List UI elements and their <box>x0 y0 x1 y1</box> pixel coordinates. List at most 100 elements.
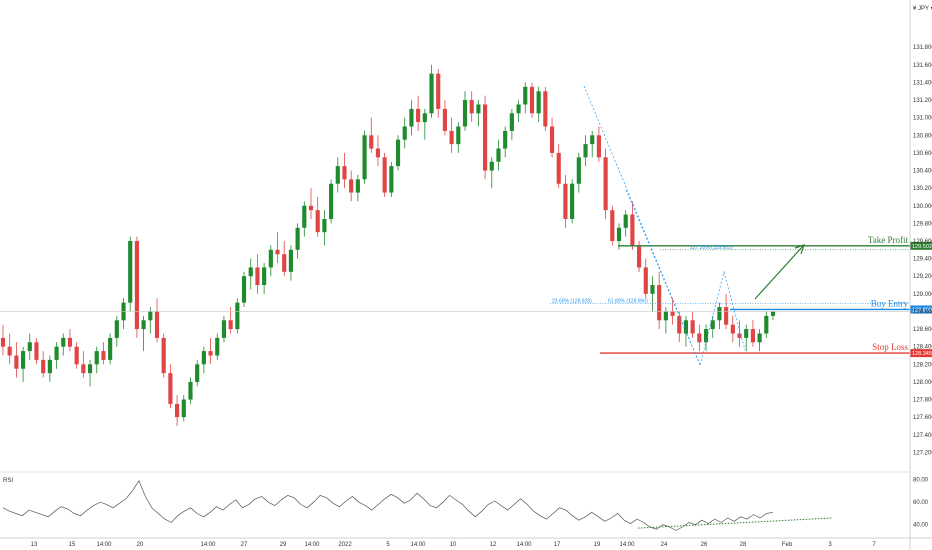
rsi-tick-label: 40.00 <box>913 523 929 529</box>
time-tick-label: 5 <box>386 542 390 548</box>
price-tick-label: 131.000 <box>913 116 932 122</box>
candle-body <box>47 359 52 374</box>
candle-body <box>416 108 421 123</box>
buy-entry-badge-text: 128.809 <box>912 307 932 313</box>
time-tick-label: 13 <box>31 542 38 548</box>
candle-body <box>596 135 601 158</box>
candle-body <box>67 337 73 347</box>
candle-body <box>168 373 173 404</box>
price-tick-label: 127.200 <box>913 450 932 456</box>
take-profit-label: Take Profit <box>868 235 909 245</box>
candle-body <box>456 126 461 145</box>
candle-body <box>355 179 360 193</box>
candle-body <box>750 329 755 343</box>
candle-body <box>148 311 153 321</box>
candle-body <box>34 342 39 360</box>
price-tick-label: 127.600 <box>913 415 932 421</box>
candle-body <box>610 210 615 241</box>
time-tick-label: 14:00 <box>619 542 635 548</box>
candle-body <box>54 346 59 360</box>
stop-loss-badge <box>910 349 932 358</box>
candle-body <box>637 245 642 268</box>
candle-body <box>670 311 675 316</box>
candle-body <box>442 108 447 131</box>
candle-body <box>241 276 247 303</box>
candle-body <box>536 91 541 114</box>
candle-body <box>603 157 608 211</box>
price-tick-label: 130.400 <box>913 169 932 175</box>
price-tick-label: 130.200 <box>913 186 932 192</box>
price-tick-label: 130.600 <box>913 151 932 157</box>
price-tick-label: 129.600 <box>913 239 932 245</box>
candle-body <box>134 241 139 330</box>
candle-body <box>335 166 340 184</box>
candle-body <box>476 104 481 114</box>
candle-body <box>362 135 367 180</box>
time-tick-label: 2022 <box>338 542 352 548</box>
time-tick-label: 10 <box>450 542 457 548</box>
candle-body <box>275 249 280 255</box>
candle-body <box>255 267 260 286</box>
price-tick-label: 128.600 <box>913 327 932 333</box>
candle-body <box>154 311 160 338</box>
candle-body <box>262 267 267 286</box>
candle-body <box>195 364 200 382</box>
price-tick-label: 131.200 <box>913 98 932 104</box>
candle-body <box>389 166 394 193</box>
time-tick-label: Feb <box>782 542 793 548</box>
entry-fib-label-a: 23.60% (128.928) <box>552 298 592 304</box>
candle-body <box>87 364 93 374</box>
candle-body <box>21 351 26 369</box>
candle-body <box>101 351 106 360</box>
candle-body <box>757 333 762 343</box>
candle-body <box>108 337 113 360</box>
candle-body <box>81 364 86 374</box>
candle-body <box>744 329 749 338</box>
buy-entry-badge <box>910 305 932 314</box>
rsi-tick-label: 60.00 <box>913 500 929 506</box>
candle-body <box>141 320 146 330</box>
candle-body <box>583 144 588 158</box>
price-tick-label: 128.000 <box>913 380 932 386</box>
candle-body <box>41 359 46 374</box>
candle-body <box>288 249 293 272</box>
price-tick-label: 127.800 <box>913 398 932 404</box>
candle-body <box>616 227 622 241</box>
candle-body <box>382 157 387 193</box>
candles-layer <box>0 64 776 426</box>
candle-body <box>61 337 66 347</box>
candle-body <box>683 320 689 334</box>
candle-body <box>737 333 742 338</box>
symbol-label: ¥ JPY ▾ <box>913 6 932 12</box>
candle-body <box>643 267 648 294</box>
candle-body <box>764 315 769 334</box>
candle-body <box>215 337 220 356</box>
stop-loss-label: Stop Loss <box>872 342 908 352</box>
candle-body <box>402 126 407 140</box>
time-tick-label: 27 <box>241 542 248 548</box>
candle-body <box>248 267 253 277</box>
candle-body <box>315 210 320 233</box>
candle-body <box>657 285 662 321</box>
price-tick-label: 131.400 <box>913 80 932 86</box>
candle-body <box>322 218 327 233</box>
candle-body <box>429 73 434 114</box>
price-tick-label: 130.000 <box>913 204 932 210</box>
candle-body <box>308 205 314 211</box>
candle-body <box>14 355 19 369</box>
price-tick-label: 128.400 <box>913 345 932 351</box>
candle-body <box>509 113 514 131</box>
time-tick-label: 14:00 <box>410 542 426 548</box>
candle-body <box>422 113 427 123</box>
candle-body <box>663 311 668 321</box>
candle-body <box>74 346 79 365</box>
take-profit-fib-label: 127.20% (129.502) <box>690 245 733 251</box>
candle-body <box>395 139 401 167</box>
candle-body <box>703 329 709 343</box>
rsi-layer: RSI 80.00 60.00 40.00 <box>2 478 929 531</box>
candle-body <box>369 135 374 149</box>
candle-body <box>175 403 180 418</box>
